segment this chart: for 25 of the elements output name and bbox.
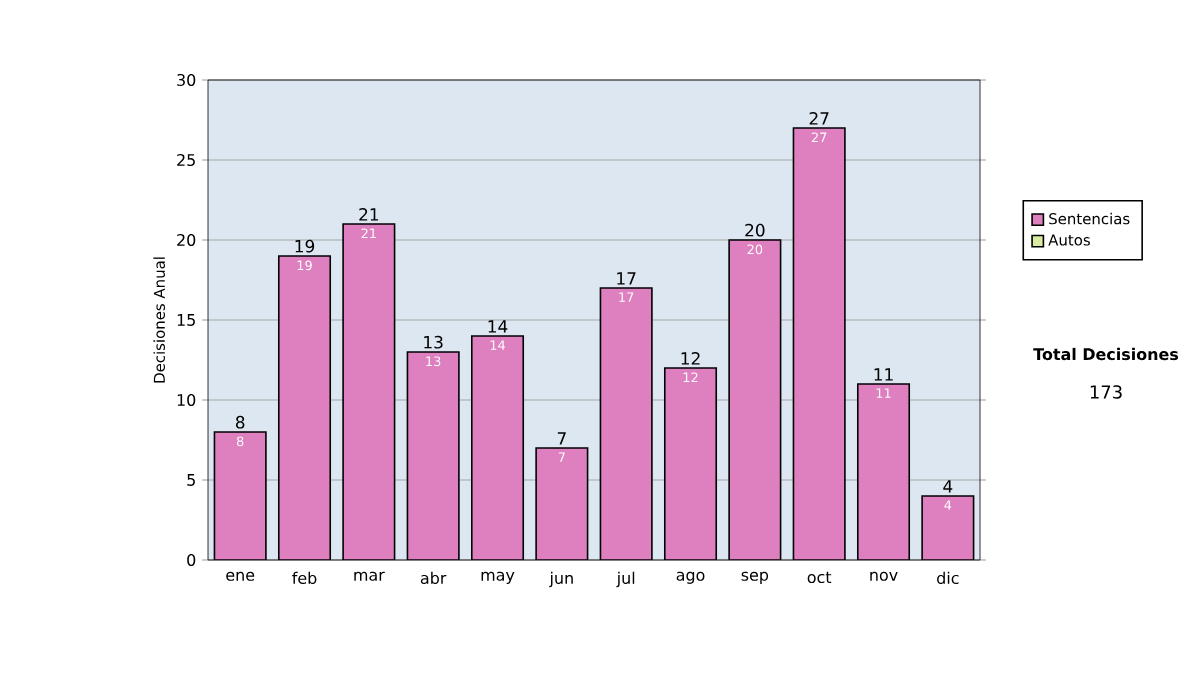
bar xyxy=(214,432,266,560)
bar xyxy=(600,288,652,560)
bar xyxy=(921,495,975,560)
bar xyxy=(536,448,588,560)
bar xyxy=(857,384,910,560)
total-label: 14 xyxy=(488,320,508,333)
bar xyxy=(278,256,331,560)
bar xyxy=(793,128,845,560)
total-label: 13 xyxy=(424,335,443,349)
total-label: 17 xyxy=(617,272,636,285)
bar xyxy=(729,240,781,560)
total-label: 19 xyxy=(295,239,315,253)
bar xyxy=(471,336,524,560)
total-label: 8 xyxy=(235,415,245,429)
total-label: 7 xyxy=(557,432,566,445)
total-label: 4 xyxy=(943,480,953,493)
total-label: 12 xyxy=(681,352,700,365)
bar xyxy=(407,352,459,560)
total-label: 20 xyxy=(745,223,765,237)
bar xyxy=(664,368,717,560)
bar xyxy=(343,224,395,560)
text: 173 xyxy=(1090,385,1122,399)
total-label: 11 xyxy=(874,368,893,381)
total-label: 21 xyxy=(359,208,379,221)
total-label: 27 xyxy=(809,112,829,125)
